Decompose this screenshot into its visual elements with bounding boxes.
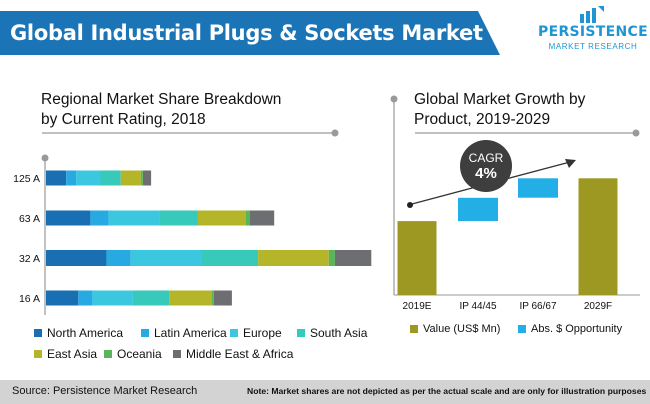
y-tick-label: 32 A — [19, 253, 40, 265]
legend-swatch — [173, 350, 181, 358]
legend-swatch — [230, 329, 238, 337]
x-tick-label: 2029F — [584, 301, 612, 312]
bar-32-a-latin-america — [106, 250, 131, 266]
right-title-connector — [415, 129, 640, 137]
legend-swatch — [104, 350, 112, 358]
waterfall-bar-2019e — [397, 221, 437, 295]
legend-item-middle-east-africa: Middle East & Africa — [173, 347, 293, 361]
bar-32-a-south-asia — [201, 250, 259, 266]
logo-mark-icon — [580, 6, 604, 23]
legend-label: Middle East & Africa — [186, 347, 294, 361]
legend-item-south-asia: South Asia — [297, 326, 367, 340]
bar-32-a-middle-east-africa — [334, 250, 372, 266]
bar-16-a-latin-america — [78, 290, 93, 306]
bar-125-a-oceania — [140, 170, 143, 186]
legend-item-value: Value (US$ Mn) — [410, 323, 500, 335]
bar-16-a-europe — [92, 290, 133, 306]
y-tick-label: 16 A — [19, 293, 40, 305]
y-tick-label: 125 A — [13, 173, 40, 185]
right-chart-divider — [390, 95, 398, 295]
bar-125-a-latin-america — [66, 170, 77, 186]
legend-label: Oceania — [117, 347, 162, 361]
bar-125-a-south-asia — [100, 170, 121, 186]
footer-source: Source: Persistence Market Research — [12, 385, 198, 397]
bar-16-a-east-asia — [169, 290, 212, 306]
legend-item-oceania: Oceania — [104, 347, 162, 361]
legend-item-europe: Europe — [230, 326, 282, 340]
y-tick-label: 63 A — [19, 213, 40, 225]
header-band — [0, 11, 500, 55]
footer-note: Note: Market shares are not depicted as … — [247, 386, 647, 396]
cagr-label: CAGR — [469, 151, 504, 165]
waterfall-bar-2029f — [578, 178, 618, 295]
bar-16-a-middle-east-africa — [213, 290, 232, 306]
bar-125-a-north-america — [46, 170, 67, 186]
legend-item-latin-america: Latin America — [141, 326, 227, 340]
legend-swatch-value — [410, 325, 418, 333]
bar-63-a-north-america — [46, 210, 91, 226]
bar-125-a-east-asia — [120, 170, 141, 186]
waterfall-bar-ip-44-45 — [458, 197, 498, 222]
bar-16-a-north-america — [46, 290, 79, 306]
legend-label-opportunity: Abs. $ Opportunity — [531, 323, 623, 335]
bar-125-a-europe — [76, 170, 101, 186]
legend-swatch — [297, 329, 305, 337]
legend-item-east-asia: East Asia — [34, 347, 97, 361]
left-axis-dot — [41, 154, 49, 162]
legend-label: North America — [47, 326, 124, 340]
x-tick-label: IP 66/67 — [519, 301, 557, 312]
x-tick-label: 2019E — [403, 301, 432, 312]
legend-swatch — [141, 329, 149, 337]
legend-item-north-america: North America — [34, 326, 123, 340]
right-chart-title: Global Market Growth by Product, 2019-20… — [414, 91, 586, 128]
bar-32-a-north-america — [46, 250, 107, 266]
stacked-bar-chart: 125 A 63 A 32 A 16 A — [13, 154, 372, 315]
logo-subtitle: MARKET RESEARCH — [548, 42, 638, 51]
footer: Source: Persistence Market Research Note… — [0, 380, 650, 404]
left-chart-title: Regional Market Share Breakdown by Curre… — [41, 91, 282, 128]
bar-125-a-middle-east-africa — [143, 170, 152, 186]
logo: PERSISTENCE MARKET RESEARCH — [538, 6, 648, 62]
legend-swatch-opportunity — [518, 325, 526, 333]
legend-label: Europe — [243, 326, 282, 340]
waterfall-bar-ip-66-67 — [518, 178, 558, 198]
bar-63-a-latin-america — [90, 210, 109, 226]
bar-32-a-europe — [130, 250, 202, 266]
legend-label-value: Value (US$ Mn) — [423, 323, 501, 335]
legend-swatch — [34, 350, 42, 358]
bar-16-a-oceania — [211, 290, 214, 306]
legend-item-opportunity: Abs. $ Opportunity — [518, 323, 622, 335]
legend-label: Latin America — [154, 326, 227, 340]
waterfall-chart: 2019E IP 44/45 IP 66/67 2029F CAGR 4% — [394, 140, 640, 312]
x-tick-label: IP 44/45 — [459, 301, 497, 312]
logo-brand: PERSISTENCE — [538, 24, 648, 40]
legend-label: South Asia — [310, 326, 368, 340]
bar-32-a-oceania — [328, 250, 335, 266]
bar-63-a-oceania — [246, 210, 250, 226]
left-legend: North America Latin America Europe South As… — [34, 326, 384, 366]
bar-32-a-east-asia — [258, 250, 329, 266]
legend-swatch — [34, 329, 42, 337]
bar-63-a-east-asia — [197, 210, 246, 226]
cagr-value: 4% — [475, 165, 497, 182]
bar-63-a-europe — [108, 210, 160, 226]
bar-16-a-south-asia — [132, 290, 170, 306]
left-title-connector — [42, 129, 339, 137]
cagr-badge — [460, 140, 512, 192]
right-legend: Value (US$ Mn) Abs. $ Opportunity — [410, 323, 650, 343]
legend-label: East Asia — [47, 347, 98, 361]
bar-63-a-middle-east-africa — [250, 210, 275, 226]
page-title: Global Industrial Plugs & Sockets Market — [10, 21, 483, 45]
bar-63-a-south-asia — [159, 210, 198, 226]
cagr-arrow-head — [565, 159, 576, 168]
cagr-trend-start-dot — [407, 202, 413, 208]
header-band-shape — [0, 11, 500, 55]
